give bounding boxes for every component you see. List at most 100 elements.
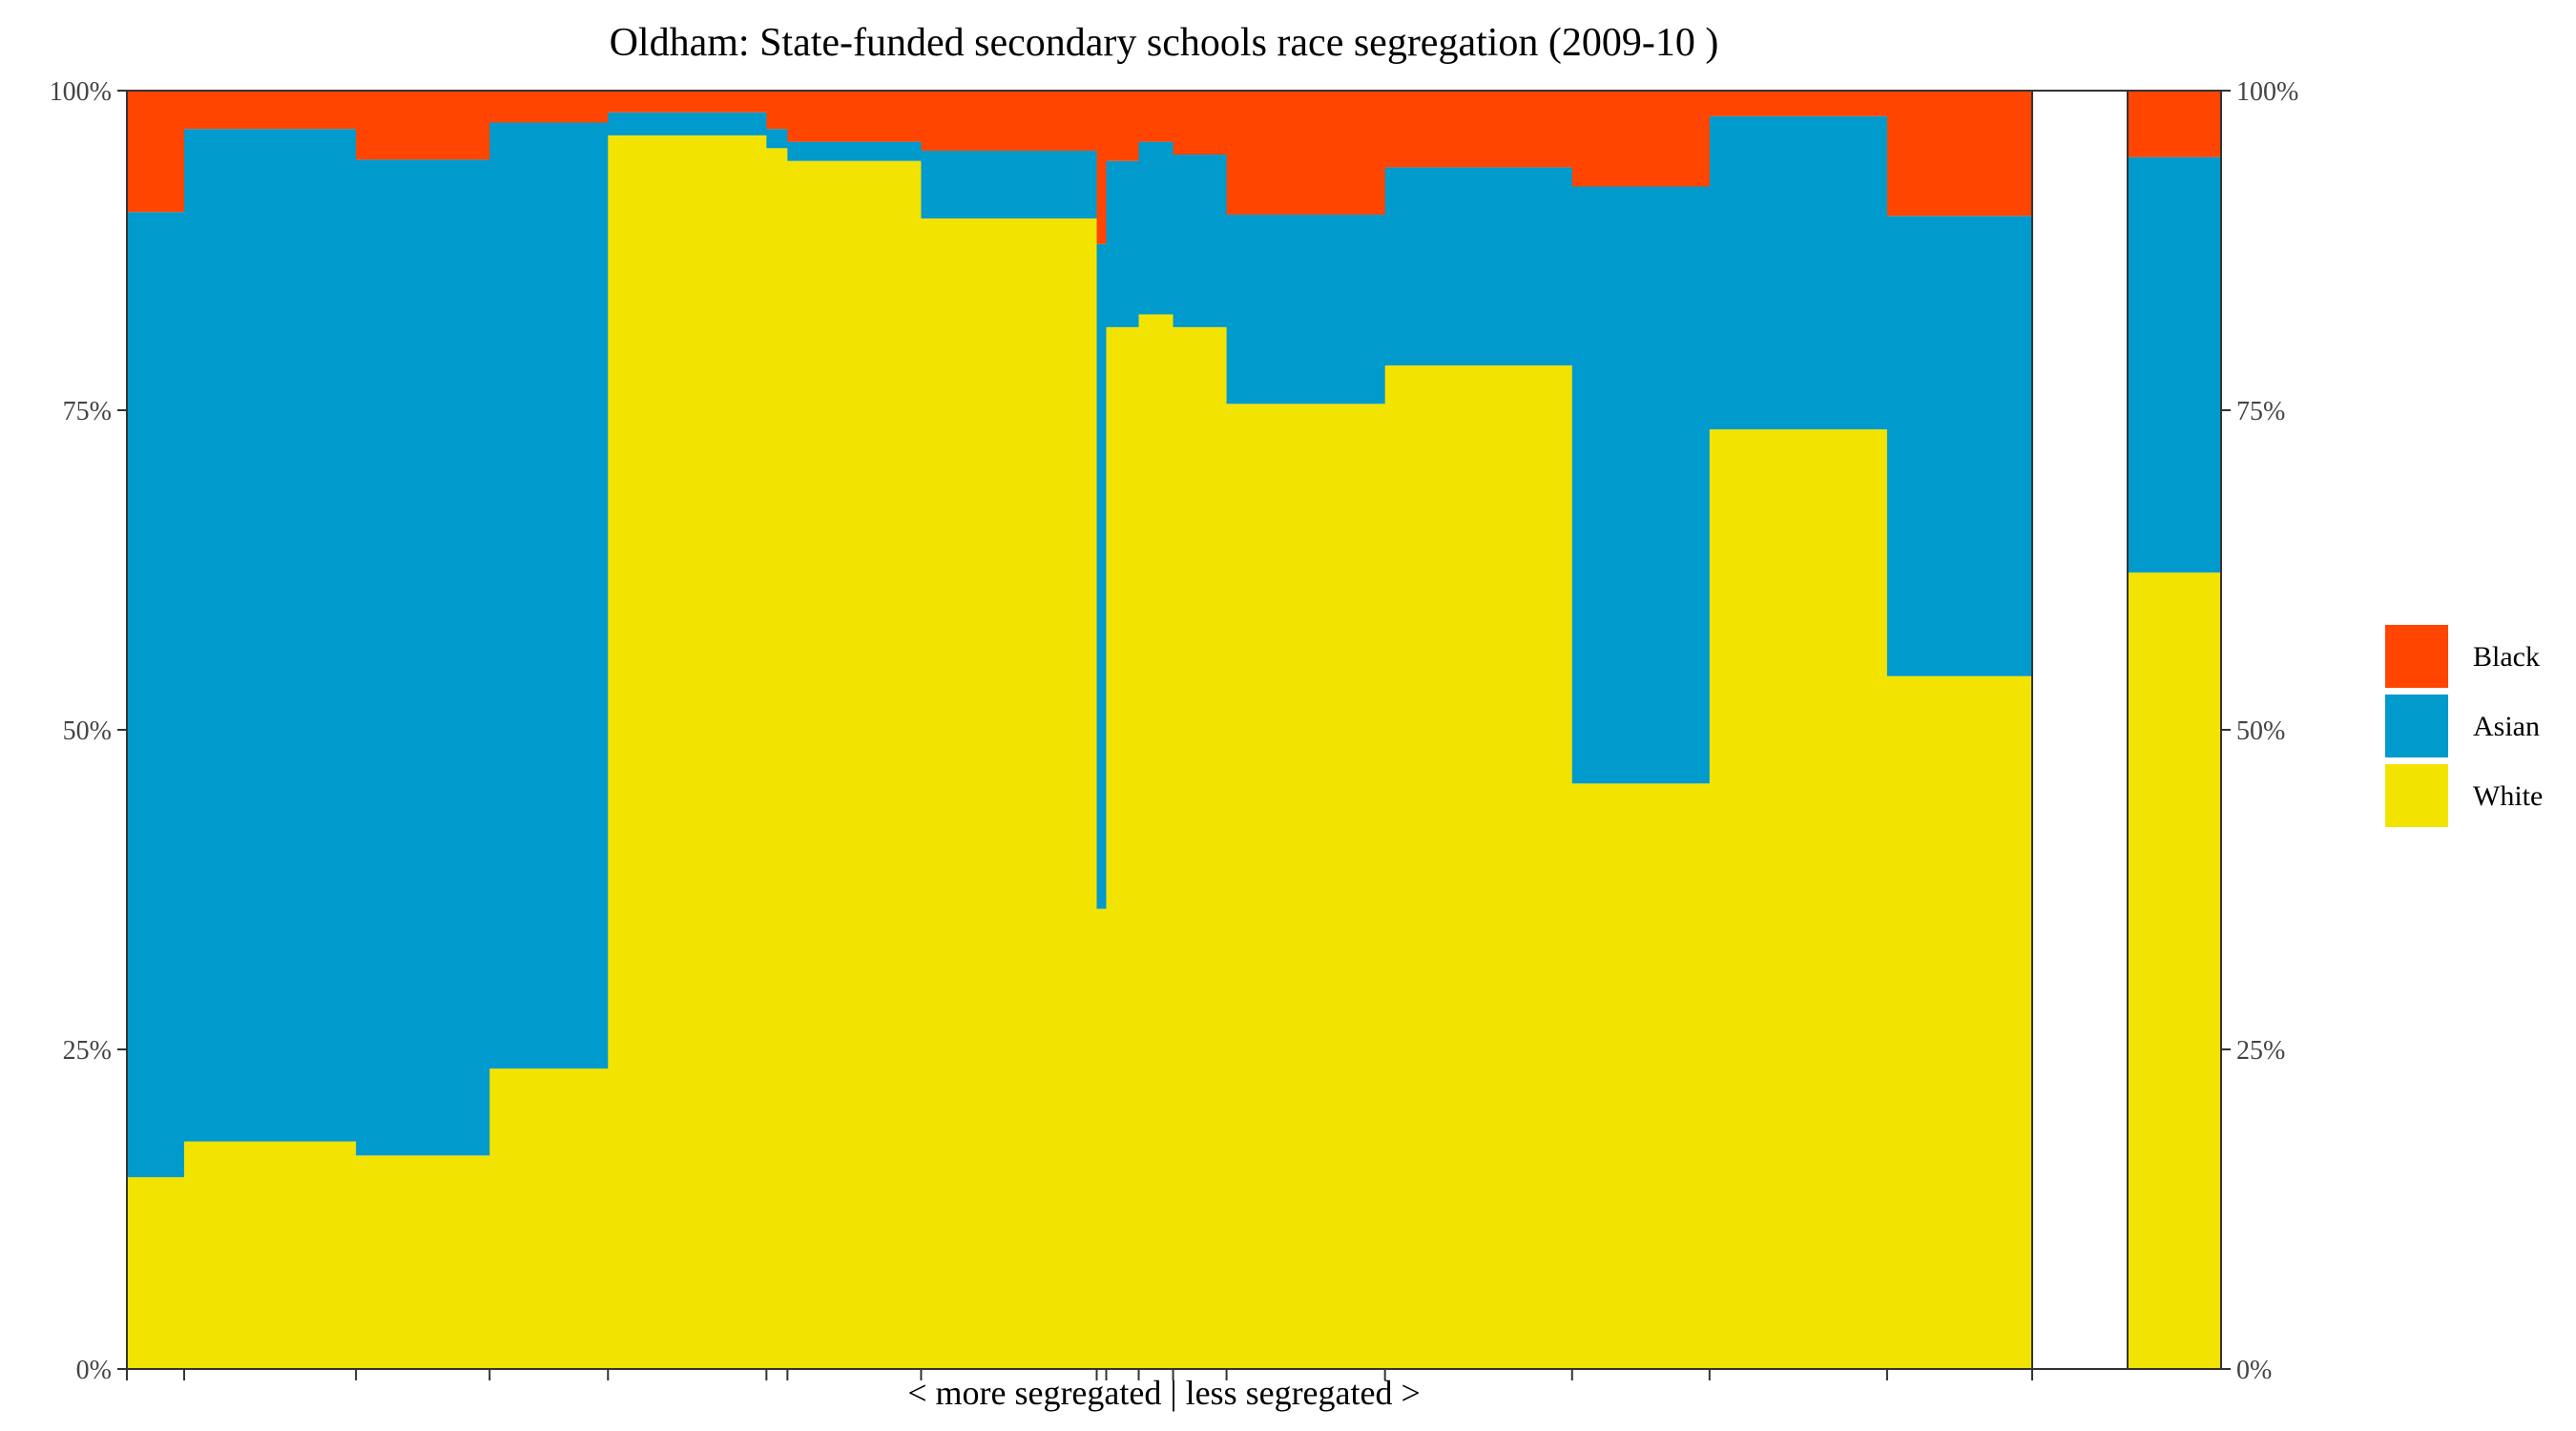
bar-segment-asian: [1226, 214, 1386, 404]
y-tick-label: 100%: [50, 77, 112, 107]
school-bar: [1138, 91, 1174, 1369]
bar-segment-black: [766, 91, 788, 130]
x-axis-ticks: [126, 1369, 2033, 1380]
legend-item-white: White: [2385, 764, 2543, 827]
bar-segment-white: [921, 218, 1098, 1369]
bar-segment-asian: [356, 159, 490, 1156]
bar-segment-white: [184, 1141, 357, 1369]
bar-segment-white: [1384, 365, 1573, 1370]
bar-segment-asian: [489, 122, 609, 1069]
y-tick-label: 50%: [63, 716, 112, 746]
bar-segment-white: [766, 148, 788, 1369]
legend-swatch: [2385, 764, 2448, 827]
school-bar: [921, 91, 1098, 1369]
school-bar: [1226, 91, 1386, 1369]
overall-bar: [2128, 91, 2221, 1369]
bar-segment-white: [1709, 429, 1888, 1370]
bar-segment-black: [1173, 91, 1228, 155]
bar-segment-black: [1384, 91, 1573, 168]
school-bar: [127, 91, 185, 1369]
y-tick-label-right: 25%: [2236, 1036, 2285, 1066]
school-bar: [1106, 91, 1140, 1369]
legend-swatch: [2385, 695, 2448, 757]
bar-segment-asian: [127, 212, 185, 1178]
bar-segment-white: [1138, 314, 1174, 1369]
school-bar: [489, 91, 609, 1369]
bar-segment-black: [1106, 91, 1140, 161]
y-tick-label: 0%: [76, 1356, 112, 1385]
bar-segment-asian: [1106, 160, 1140, 327]
bar-segment-white: [1106, 326, 1140, 1369]
school-bar: [608, 91, 767, 1369]
chart-title: Oldham: State-funded secondary schools r…: [610, 21, 1719, 65]
overall-segment-black: [2128, 91, 2221, 157]
bar-segment-asian: [1384, 167, 1573, 366]
segregation-bars: [127, 91, 2033, 1370]
bar-segment-asian: [1173, 155, 1228, 327]
school-bar: [787, 91, 923, 1370]
y-tick-label-right: 75%: [2236, 397, 2285, 426]
y-axis-left: 0% 25% 50% 75% 100%: [50, 77, 127, 1385]
bar-segment-asian: [1709, 115, 1888, 430]
bar-segment-asian: [1138, 141, 1174, 315]
overall-segment-white: [2128, 572, 2221, 1369]
bar-segment-black: [1138, 91, 1174, 142]
school-bar: [356, 91, 490, 1369]
y-tick-label: 75%: [63, 397, 112, 426]
bar-segment-asian: [1886, 216, 2033, 676]
bar-segment-black: [608, 91, 767, 113]
legend-label: Asian: [2473, 711, 2540, 742]
bar-segment-white: [356, 1155, 490, 1369]
bar-segment-asian: [766, 129, 788, 149]
legend-swatch: [2385, 625, 2448, 688]
bar-segment-asian: [1096, 243, 1108, 909]
bar-segment-black: [1226, 91, 1386, 215]
bar-segment-black: [787, 91, 923, 142]
bar-segment-asian: [1571, 186, 1711, 784]
legend-item-black: Black: [2385, 625, 2540, 688]
bar-segment-white: [127, 1177, 185, 1369]
bar-segment-black: [489, 91, 609, 123]
bar-segment-white: [1173, 326, 1228, 1369]
y-tick-label: 25%: [63, 1036, 112, 1066]
legend: Black Asian White: [2385, 625, 2543, 827]
bar-segment-black: [1886, 91, 2033, 217]
bar-segment-black: [1571, 91, 1711, 187]
school-bar: [1571, 91, 1711, 1369]
bar-segment-asian: [921, 150, 1098, 218]
school-bar: [184, 91, 357, 1369]
bar-segment-black: [921, 91, 1098, 151]
legend-label: Black: [2473, 641, 2540, 673]
bar-segment-white: [608, 135, 767, 1369]
bar-segment-white: [1886, 675, 2033, 1369]
bar-segment-black: [127, 91, 185, 213]
bar-segment-black: [1096, 91, 1108, 244]
bar-segment-black: [356, 91, 490, 160]
spacer-panel-frame: [2031, 90, 2129, 1370]
bar-segment-white: [1096, 908, 1108, 1369]
bar-segment-black: [1709, 91, 1888, 116]
bar-segment-asian: [608, 112, 767, 135]
school-bar: [1096, 91, 1108, 1369]
overall-segment-asian: [2128, 156, 2221, 573]
bar-segment-white: [489, 1068, 609, 1369]
school-bar: [766, 91, 788, 1369]
legend-label: White: [2473, 780, 2543, 812]
legend-item-asian: Asian: [2385, 695, 2540, 757]
school-bar: [1384, 91, 1573, 1370]
school-bar: [1173, 91, 1228, 1369]
bar-segment-asian: [787, 141, 923, 161]
bar-segment-black: [184, 91, 357, 130]
bar-segment-asian: [184, 129, 357, 1142]
bar-segment-white: [787, 160, 923, 1370]
x-axis-label: < more segregated | less segregated >: [907, 1374, 1421, 1412]
school-bar: [1709, 91, 1888, 1370]
y-tick-label-right: 50%: [2236, 716, 2285, 746]
y-tick-label-right: 100%: [2236, 77, 2298, 107]
bar-segment-white: [1226, 404, 1386, 1369]
y-axis-right: 0% 25% 50% 75% 100%: [2221, 77, 2298, 1385]
school-bar: [1886, 91, 2033, 1369]
bar-segment-white: [1571, 783, 1711, 1369]
